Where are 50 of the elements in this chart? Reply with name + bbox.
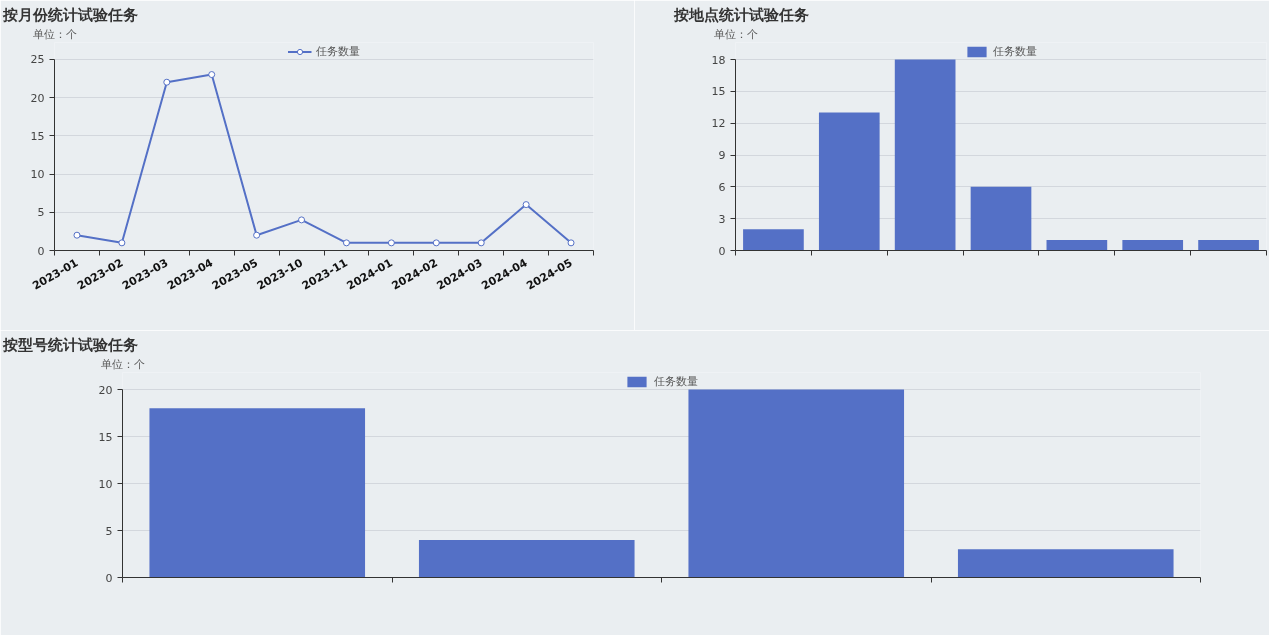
chart-title: 按地点统计试验任务 [672, 5, 809, 24]
legend-label: 任务数量 [653, 374, 698, 389]
bar [418, 539, 635, 578]
bar [1122, 239, 1184, 251]
y-tick-label: 15 [98, 430, 113, 444]
bar [1046, 239, 1108, 251]
bar [688, 389, 905, 578]
point [342, 239, 350, 247]
point [522, 201, 530, 209]
bar [743, 229, 804, 251]
y-axis-title: 单位：个 [100, 358, 145, 371]
y-tick-label: 10 [98, 477, 113, 491]
y-tick-label: 6 [718, 180, 726, 194]
y-tick-label: 0 [718, 244, 726, 258]
y-tick-label: 20 [30, 91, 45, 105]
y-tick-label: 9 [718, 149, 726, 162]
y-tick-label: 5 [37, 206, 45, 220]
point [387, 239, 395, 247]
y-tick-label: 0 [37, 244, 45, 258]
point [163, 78, 171, 86]
point [432, 239, 440, 247]
y-tick-label: 15 [711, 85, 726, 99]
point [477, 239, 485, 247]
point [73, 231, 81, 239]
y-tick-label: 25 [30, 53, 45, 67]
y-tick-label: 10 [30, 168, 45, 181]
point [253, 231, 261, 239]
y-tick-label: 18 [711, 53, 726, 67]
point [208, 71, 216, 79]
bar [818, 112, 880, 251]
legend-label: 任务数量 [316, 44, 360, 59]
bar [1198, 239, 1259, 251]
bar [957, 549, 1174, 578]
y-axis-title: 单位：个 [713, 28, 758, 41]
y-tick-label: 15 [30, 129, 45, 143]
chart-title: 按型号统计试验任务 [1, 335, 138, 354]
bar [970, 186, 1032, 251]
y-tick-label: 0 [105, 571, 113, 585]
point [567, 239, 575, 247]
y-tick-label: 12 [711, 117, 726, 131]
point [298, 216, 306, 224]
bar [149, 408, 366, 578]
chart-title: 按月份统计试验任务 [1, 5, 138, 24]
bar [894, 59, 956, 251]
y-tick-label: 3 [718, 212, 726, 226]
y-tick-label: 20 [98, 383, 113, 397]
point [118, 239, 126, 247]
y-tick-label: 5 [105, 524, 113, 538]
y-axis-title: 单位：个 [32, 28, 77, 41]
legend-label: 任务数量 [993, 44, 1037, 59]
